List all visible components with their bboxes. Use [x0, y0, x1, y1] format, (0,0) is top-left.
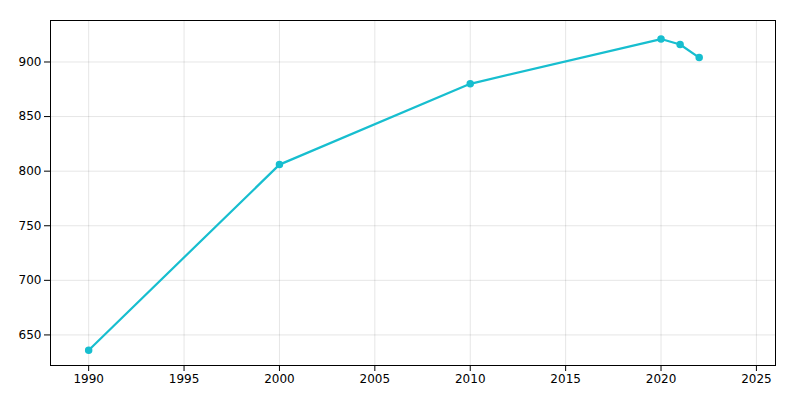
svg-text:850: 850 — [19, 109, 42, 123]
svg-text:2005: 2005 — [360, 372, 391, 386]
svg-text:900: 900 — [19, 55, 42, 69]
svg-text:2020: 2020 — [646, 372, 677, 386]
svg-text:700: 700 — [19, 273, 42, 287]
svg-text:1995: 1995 — [169, 372, 200, 386]
svg-text:2000: 2000 — [264, 372, 295, 386]
svg-text:750: 750 — [19, 219, 42, 233]
svg-text:800: 800 — [19, 164, 42, 178]
svg-text:2025: 2025 — [741, 372, 772, 386]
svg-text:2010: 2010 — [455, 372, 486, 386]
svg-text:650: 650 — [19, 328, 42, 342]
svg-text:2015: 2015 — [550, 372, 581, 386]
svg-text:1990: 1990 — [73, 372, 104, 386]
